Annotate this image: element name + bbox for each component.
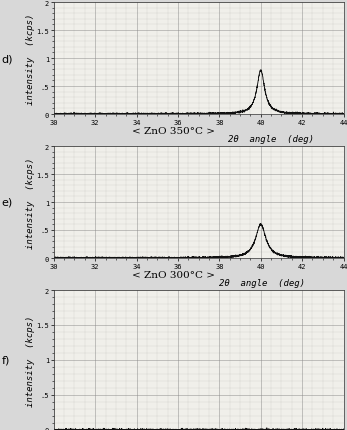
Text: 2θ  angle  (deg): 2θ angle (deg) bbox=[219, 279, 305, 288]
Text: < ZnO 300°C >: < ZnO 300°C > bbox=[132, 270, 215, 279]
Y-axis label: intensity  (kcps): intensity (kcps) bbox=[26, 315, 35, 406]
Text: e): e) bbox=[2, 197, 13, 208]
Text: < ZnO 350°C >: < ZnO 350°C > bbox=[132, 126, 215, 135]
Y-axis label: intensity  (kcps): intensity (kcps) bbox=[26, 13, 35, 104]
Text: d): d) bbox=[2, 54, 13, 64]
Y-axis label: intensity  (kcps): intensity (kcps) bbox=[26, 157, 35, 248]
Text: f): f) bbox=[2, 355, 10, 365]
Text: 2θ  angle  (deg): 2θ angle (deg) bbox=[228, 135, 314, 144]
